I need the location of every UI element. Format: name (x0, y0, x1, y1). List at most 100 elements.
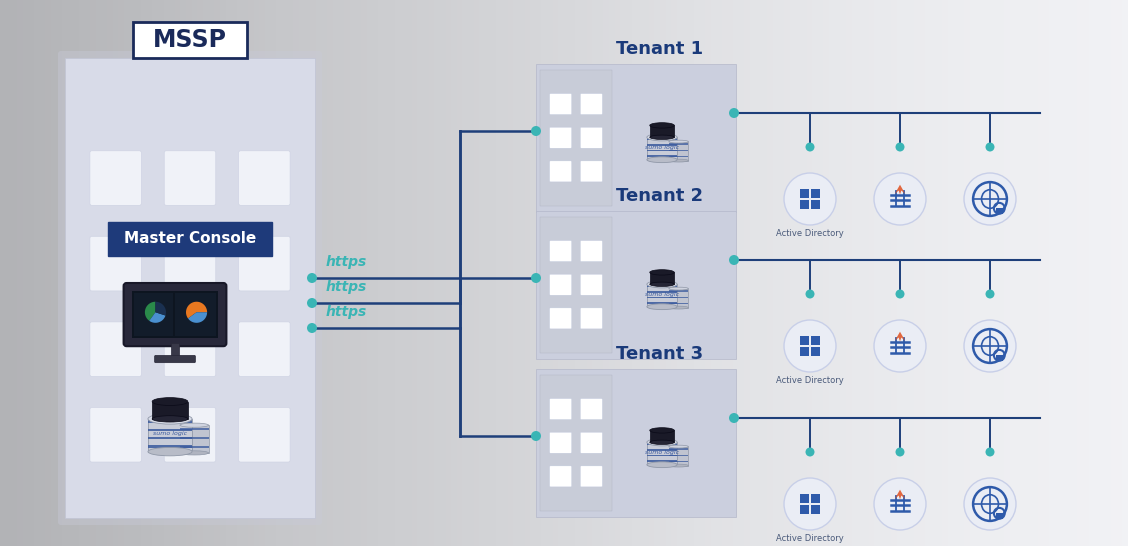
Bar (669, 141, 688, 161)
Polygon shape (895, 185, 905, 194)
Text: Tenant 1: Tenant 1 (616, 40, 704, 58)
FancyBboxPatch shape (134, 30, 246, 58)
Bar (811, 188, 820, 198)
FancyBboxPatch shape (540, 217, 613, 353)
Bar (646, 155, 677, 157)
FancyBboxPatch shape (239, 151, 290, 205)
FancyBboxPatch shape (580, 466, 602, 487)
FancyBboxPatch shape (165, 322, 215, 377)
Bar (800, 347, 809, 357)
FancyBboxPatch shape (65, 58, 315, 518)
Ellipse shape (650, 270, 675, 275)
Text: sumo logic: sumo logic (645, 292, 679, 297)
Circle shape (986, 448, 995, 456)
Circle shape (896, 143, 905, 151)
Circle shape (805, 448, 814, 456)
FancyBboxPatch shape (580, 127, 602, 149)
Circle shape (896, 289, 905, 299)
FancyBboxPatch shape (549, 399, 572, 419)
FancyBboxPatch shape (549, 466, 572, 487)
Bar (646, 291, 677, 293)
Polygon shape (895, 332, 905, 341)
Ellipse shape (650, 428, 675, 433)
Bar (811, 336, 820, 345)
FancyBboxPatch shape (155, 355, 195, 363)
Circle shape (307, 298, 317, 308)
FancyBboxPatch shape (549, 127, 572, 149)
FancyBboxPatch shape (580, 308, 602, 329)
Ellipse shape (180, 451, 209, 455)
Bar (669, 461, 688, 462)
Bar (669, 447, 688, 466)
FancyBboxPatch shape (124, 283, 227, 346)
Circle shape (874, 320, 926, 372)
Circle shape (986, 143, 995, 151)
Text: Active Directory: Active Directory (776, 376, 844, 385)
FancyBboxPatch shape (580, 161, 602, 182)
FancyBboxPatch shape (540, 70, 613, 206)
Text: Tenant 2: Tenant 2 (616, 187, 704, 205)
Text: Active Directory: Active Directory (776, 534, 844, 543)
Circle shape (784, 320, 836, 372)
Bar (646, 302, 677, 304)
Bar (134, 293, 173, 336)
Bar (646, 449, 677, 450)
Text: sumo logic: sumo logic (645, 450, 679, 455)
Bar (646, 296, 677, 298)
Ellipse shape (650, 440, 675, 444)
Circle shape (729, 413, 739, 423)
Bar (800, 506, 809, 514)
Bar (800, 494, 809, 503)
Ellipse shape (650, 123, 675, 128)
Ellipse shape (152, 397, 188, 406)
FancyBboxPatch shape (165, 151, 215, 205)
Bar (646, 137, 677, 160)
Bar (646, 460, 677, 462)
Circle shape (784, 478, 836, 530)
Ellipse shape (646, 304, 677, 310)
FancyBboxPatch shape (549, 274, 572, 295)
Bar (669, 290, 688, 292)
Bar (175, 293, 217, 336)
Circle shape (729, 108, 739, 118)
Bar (669, 144, 688, 145)
FancyBboxPatch shape (580, 432, 602, 453)
Polygon shape (144, 302, 156, 321)
Ellipse shape (650, 135, 675, 139)
Circle shape (964, 478, 1016, 530)
Bar (646, 284, 677, 307)
Ellipse shape (148, 414, 192, 424)
Ellipse shape (152, 416, 188, 422)
Ellipse shape (669, 140, 688, 143)
Bar (800, 336, 809, 345)
Text: Tenant 3: Tenant 3 (616, 346, 704, 364)
Bar (180, 446, 209, 448)
Ellipse shape (646, 134, 677, 141)
Bar (148, 437, 192, 440)
Bar (180, 425, 209, 453)
Bar (669, 150, 688, 151)
FancyBboxPatch shape (536, 370, 735, 518)
Circle shape (874, 173, 926, 225)
Ellipse shape (646, 438, 677, 446)
Text: MSSP: MSSP (153, 28, 227, 52)
FancyBboxPatch shape (133, 22, 247, 58)
FancyBboxPatch shape (580, 399, 602, 419)
FancyBboxPatch shape (549, 308, 572, 329)
Polygon shape (149, 312, 166, 323)
FancyBboxPatch shape (165, 236, 215, 291)
Bar (650, 430, 675, 442)
Bar (669, 303, 688, 305)
FancyBboxPatch shape (580, 93, 602, 115)
Circle shape (896, 448, 905, 456)
Ellipse shape (669, 287, 688, 290)
FancyBboxPatch shape (549, 93, 572, 115)
Polygon shape (186, 302, 208, 318)
Circle shape (307, 273, 317, 283)
Polygon shape (188, 312, 208, 323)
Ellipse shape (650, 282, 675, 287)
FancyBboxPatch shape (90, 407, 141, 462)
Bar (646, 150, 677, 151)
Circle shape (874, 478, 926, 530)
Bar (650, 272, 675, 284)
